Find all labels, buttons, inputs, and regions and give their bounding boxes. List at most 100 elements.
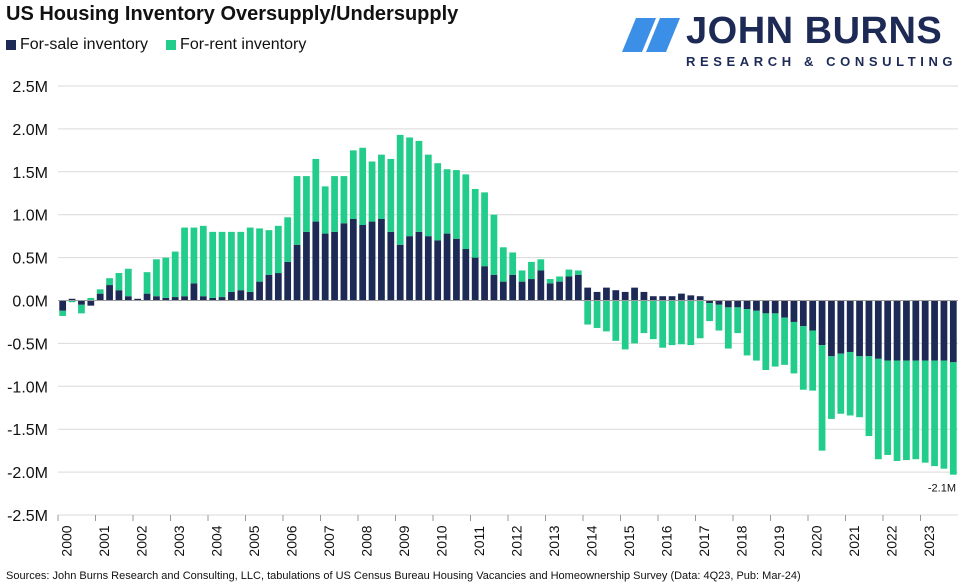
x-tick-label: 2020 (809, 525, 825, 556)
bar-for-rent (190, 227, 198, 284)
bar-for-sale (856, 300, 863, 357)
legend-item-for-rent: For-rent inventory (166, 36, 306, 54)
x-tick-label: 2006 (284, 525, 300, 556)
bar-for-sale (931, 300, 938, 361)
bar-for-rent (631, 300, 638, 344)
bar-for-rent (378, 154, 385, 219)
bar-for-sale (884, 300, 892, 361)
bar-for-rent (396, 134, 404, 245)
legend-label-for-sale: For-sale inventory (20, 36, 149, 53)
bar-for-sale (603, 287, 610, 301)
bar-for-sale (799, 300, 807, 327)
bar-for-rent (228, 231, 235, 292)
bar-for-sale (96, 293, 104, 301)
bar-for-sale (715, 300, 723, 305)
bar-for-rent (181, 227, 188, 297)
bar-for-rent (443, 169, 451, 234)
bar-for-rent (574, 270, 582, 275)
bar-for-sale (424, 236, 432, 301)
bar-for-rent (340, 176, 348, 224)
bar-for-rent (687, 300, 695, 346)
bar-for-sale (256, 281, 263, 301)
bar-for-rent (734, 307, 742, 334)
bar-for-sale (124, 296, 132, 301)
bar-for-sale (537, 270, 545, 301)
x-tick-label: 2003 (171, 525, 187, 556)
bar-for-rent (771, 313, 779, 367)
bar-for-rent (490, 214, 498, 275)
bar-for-rent (331, 176, 338, 232)
bar-for-rent (387, 158, 395, 232)
bar-for-sale (734, 300, 742, 308)
bar-for-sale (499, 281, 507, 301)
bar-for-rent (593, 300, 601, 328)
logo-name: JOHN BURNS (686, 10, 943, 52)
bar-for-rent (715, 304, 723, 331)
x-tick-label: 2004 (209, 525, 225, 556)
bar-for-sale (368, 221, 376, 301)
bar-for-rent (940, 360, 948, 469)
bar-for-sale (68, 298, 76, 301)
bar-for-sale (378, 218, 385, 301)
bar-for-rent (612, 300, 620, 341)
bar-for-sale (696, 296, 704, 301)
bar-for-rent (931, 360, 938, 467)
bar-for-sale (303, 231, 310, 301)
legend-label-for-rent: For-rent inventory (180, 36, 307, 53)
bar-for-rent (284, 217, 292, 262)
bar-for-rent (124, 268, 132, 297)
bar-for-sale (893, 300, 901, 361)
bar-for-rent (312, 158, 320, 222)
bar-for-rent (143, 272, 151, 294)
bar-for-rent (921, 360, 929, 463)
company-logo: JOHN BURNS RESEARCH & CONSULTING (620, 8, 956, 72)
bar-for-sale (293, 244, 301, 301)
x-tick-label: 2007 (321, 525, 337, 556)
x-tick-label: 2002 (134, 525, 150, 556)
bar-for-sale (490, 274, 498, 301)
bar-for-rent (96, 289, 104, 294)
bar-for-rent (87, 297, 95, 301)
bar-for-sale (706, 300, 713, 304)
bar-for-rent (809, 330, 817, 391)
bar-for-rent (537, 259, 545, 271)
bar-for-sale (246, 291, 254, 301)
bar-for-sale (865, 300, 873, 357)
bar-for-rent (462, 174, 470, 250)
bar-for-rent (115, 273, 123, 291)
bar-for-rent (256, 228, 263, 282)
bar-for-sale (509, 274, 517, 301)
x-tick-label: 2012 (509, 525, 525, 556)
bar-for-sale (471, 257, 479, 301)
bar-for-rent (293, 176, 301, 245)
bar-for-sale (687, 295, 695, 301)
legend: For-sale inventory For-rent inventory (6, 36, 306, 54)
bar-for-sale (387, 231, 395, 301)
logo-subtitle: RESEARCH & CONSULTING (686, 54, 958, 69)
bar-for-sale (912, 300, 920, 361)
bar-for-rent (893, 360, 901, 461)
x-tick-label: 2000 (59, 525, 75, 556)
bar-for-rent (762, 313, 770, 370)
bar-for-sale (949, 300, 957, 363)
bar-for-rent (874, 358, 882, 460)
bar-for-sale (218, 297, 226, 301)
x-tick-label: 2014 (584, 525, 600, 556)
bar-for-sale (903, 300, 910, 361)
bar-for-sale (874, 300, 882, 359)
bar-for-rent (481, 192, 488, 267)
bar-for-rent (546, 279, 554, 284)
bar-for-rent (837, 353, 845, 414)
bar-for-rent (696, 300, 704, 339)
x-tick-label: 2023 (921, 525, 937, 556)
bar-for-rent (856, 356, 863, 418)
bar-for-rent (678, 300, 685, 345)
bar-for-rent (209, 231, 217, 298)
bar-for-rent (621, 300, 629, 350)
bar-for-sale (565, 276, 573, 301)
bar-for-rent (668, 300, 676, 346)
bar-for-sale (574, 274, 582, 301)
y-tick-label: -1.0M (7, 379, 48, 396)
bar-for-sale (434, 240, 442, 301)
bar-for-rent (903, 360, 910, 461)
